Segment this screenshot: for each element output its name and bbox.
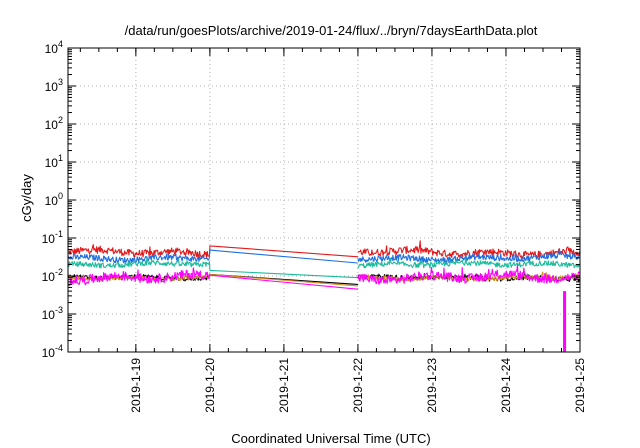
- series-line-1: [67, 240, 581, 259]
- x-tick-label: 2019-1-21: [277, 358, 291, 413]
- y-tick-label: 101: [45, 153, 63, 170]
- series-dropout: [563, 291, 567, 352]
- x-tick-label: 2019-1-24: [499, 358, 513, 413]
- series-group: [67, 240, 581, 352]
- series-line-3: [67, 256, 581, 279]
- y-tick-label: 102: [45, 115, 63, 132]
- y-tick-labels: 10-4 10-3 10-2 10-1 100 101 102 103 104: [42, 39, 63, 360]
- y-tick-label: 10-3: [42, 305, 63, 322]
- y-tick-label: 104: [45, 39, 63, 56]
- x-tick-label: 2019-1-19: [129, 358, 143, 413]
- x-tick-label: 2019-1-25: [573, 358, 587, 413]
- series-line-2: [67, 248, 580, 264]
- x-tick-label: 2019-1-20: [203, 358, 217, 413]
- y-tick-label: 10-1: [42, 229, 63, 246]
- x-tick-labels: 2019-1-19 2019-1-20 2019-1-21 2019-1-22 2019…: [129, 358, 587, 413]
- y-tick-label: 10-2: [42, 267, 63, 284]
- y-tick-label: 103: [45, 77, 63, 94]
- chart-title: /data/run/goesPlots/archive/2019-01-24/f…: [125, 23, 538, 38]
- x-tick-label: 2019-1-23: [425, 358, 439, 413]
- x-axis-label: Coordinated Universal Time (UTC): [231, 431, 430, 446]
- y-tick-label: 10-4: [42, 343, 63, 360]
- y-tick-label: 100: [45, 191, 63, 208]
- series-line-6: [67, 264, 581, 290]
- grid: [68, 48, 580, 352]
- ticks: [68, 47, 581, 353]
- x-tick-label: 2019-1-22: [351, 358, 365, 413]
- y-axis-label: cGy/day: [19, 174, 34, 222]
